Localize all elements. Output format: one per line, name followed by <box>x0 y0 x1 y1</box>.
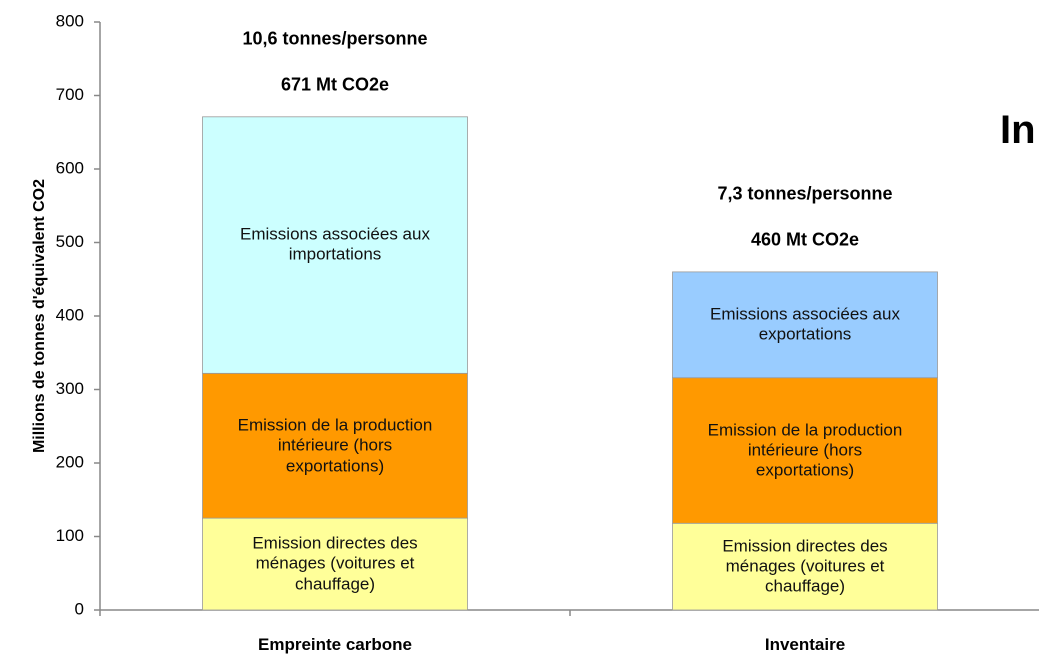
y-tick-label: 300 <box>56 379 84 398</box>
y-tick-label: 500 <box>56 232 84 251</box>
y-tick-label: 800 <box>56 11 84 30</box>
chart-title: In <box>1000 108 1036 152</box>
y-axis-label: Millions de tonnes d'équivalent CO2 <box>31 178 48 454</box>
x-tick-label: Inventaire <box>764 635 846 654</box>
segment-label: Emission directes des ménages (voitures … <box>252 533 418 594</box>
y-tick-label: 400 <box>56 305 84 324</box>
y-tick-label: 200 <box>56 452 84 471</box>
segment-label: Emissions associées aux importations <box>240 224 430 265</box>
bar-segment <box>202 372 468 519</box>
bar-segment <box>672 377 938 524</box>
segment-label: Emission de la production intérieure (ho… <box>237 415 433 475</box>
y-tick-label: 600 <box>56 158 84 177</box>
segment-label: Emission directes des ménages (voitures … <box>722 536 888 596</box>
bar-annotation: 10,6 tonnes/personne <box>242 28 428 49</box>
bar-segment <box>672 271 938 379</box>
y-tick-label: 700 <box>56 85 84 104</box>
y-tick-label: 100 <box>56 526 84 545</box>
segment-label: Emissions associées aux exportations <box>710 304 900 344</box>
bar-annotation: 671 Mt CO2e <box>280 74 390 95</box>
bar-annotation: 7,3 tonnes/personne <box>717 183 893 204</box>
segment-label: Emission de la production intérieure (ho… <box>707 419 903 480</box>
bar-segment <box>202 116 468 374</box>
x-tick-label: Empreinte carbone <box>258 635 412 654</box>
bar-segment <box>672 522 938 611</box>
y-tick-label: 0 <box>75 599 84 618</box>
bar-annotation: 460 Mt CO2e <box>750 229 860 250</box>
